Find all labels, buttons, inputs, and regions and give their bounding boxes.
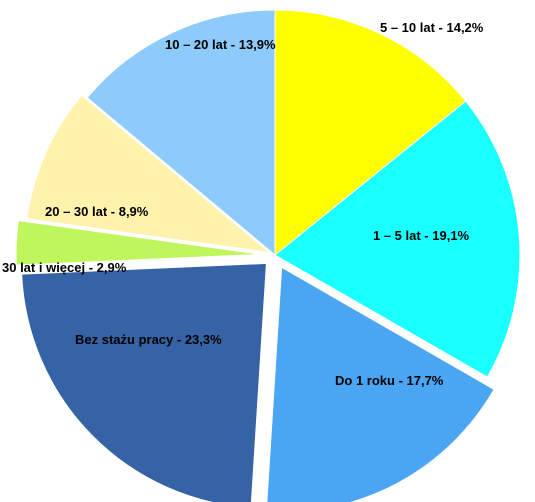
pie-slice xyxy=(86,9,276,257)
pie-slice xyxy=(266,266,495,502)
data-label: Bez stażu pracy - 23,3% xyxy=(75,332,222,347)
data-label: Do 1 roku - 17,7% xyxy=(335,373,444,388)
data-label: 30 lat i więcej - 2,9% xyxy=(2,260,127,275)
pie-slice xyxy=(21,262,267,502)
pie-slice xyxy=(26,94,272,254)
data-label: 10 – 20 lat - 13,9% xyxy=(165,37,276,52)
data-label: 1 – 5 lat - 19,1% xyxy=(373,228,470,243)
data-label: 5 – 10 lat - 14,2% xyxy=(380,20,484,35)
pie-slice xyxy=(15,220,262,266)
pie-slice xyxy=(274,9,467,257)
data-label: 20 – 30 lat - 8,9% xyxy=(45,204,149,219)
pie-slice xyxy=(274,100,521,378)
